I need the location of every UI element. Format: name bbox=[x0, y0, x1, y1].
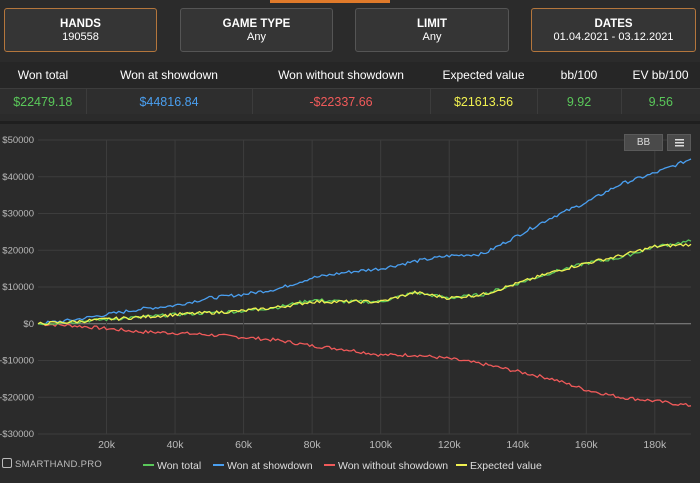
limit-filter-title: LIMIT bbox=[416, 18, 448, 30]
dates-filter-value: 01.04.2021 - 03.12.2021 bbox=[553, 31, 674, 43]
x-tick-label: 80k bbox=[304, 439, 322, 451]
bb-toggle-button[interactable]: BB bbox=[624, 134, 663, 151]
legend-item[interactable]: Expected value bbox=[456, 460, 542, 472]
x-tick-label: 180k bbox=[643, 439, 667, 451]
x-tick-label: 100k bbox=[369, 439, 393, 451]
header-bb-100: bb/100 bbox=[537, 62, 621, 89]
y-tick-label: $50000 bbox=[2, 135, 34, 146]
legend-swatch bbox=[143, 464, 154, 466]
game-type-filter-title: GAME TYPE bbox=[222, 18, 291, 30]
dates-filter-button[interactable]: DATES 01.04.2021 - 03.12.2021 bbox=[531, 8, 696, 52]
legend-item[interactable]: Won without showdown bbox=[324, 460, 448, 472]
series-line-won-without-showdown bbox=[37, 322, 692, 407]
game-type-filter-value: Any bbox=[247, 31, 266, 43]
brand-icon bbox=[2, 458, 12, 468]
legend-label: Expected value bbox=[470, 460, 542, 472]
value-ev-bb-100: 9.56 bbox=[621, 88, 700, 114]
stats-value-row: $22479.18 $44816.84 -$22337.66 $21613.56… bbox=[0, 88, 700, 114]
series-line-won-at-showdown bbox=[37, 158, 692, 325]
legend-swatch bbox=[213, 464, 224, 466]
series-line-expected-value bbox=[37, 243, 692, 326]
value-won-at-showdown: $44816.84 bbox=[86, 88, 253, 114]
value-won-total: $22479.18 bbox=[0, 88, 87, 114]
hands-filter-title: HANDS bbox=[60, 18, 101, 30]
brand-text: SMARTHAND.PRO bbox=[15, 459, 103, 470]
x-tick-label: 120k bbox=[438, 439, 462, 451]
value-expected-value: $21613.56 bbox=[430, 88, 538, 114]
header-expected-value: Expected value bbox=[430, 62, 537, 89]
y-tick-label: $20000 bbox=[2, 245, 34, 256]
x-tick-label: 40k bbox=[167, 439, 185, 451]
y-tick-label: $10000 bbox=[2, 282, 34, 293]
dates-filter-title: DATES bbox=[594, 18, 633, 30]
x-tick-label: 140k bbox=[506, 439, 530, 451]
header-won-at-showdown: Won at showdown bbox=[86, 62, 252, 89]
results-chart: -$30000 -$20000 -$10000 $0 $10000 $20000 $3000… bbox=[0, 135, 692, 451]
limit-filter-button[interactable]: LIMIT Any bbox=[355, 8, 509, 52]
y-tick-label: -$30000 bbox=[0, 429, 34, 440]
legend-item[interactable]: Won at showdown bbox=[213, 460, 313, 472]
y-tick-label: $40000 bbox=[2, 172, 34, 183]
x-tick-label: 20k bbox=[98, 439, 116, 451]
hands-filter-button[interactable]: HANDS 190558 bbox=[4, 8, 157, 52]
y-tick-label: $0 bbox=[23, 319, 34, 330]
limit-filter-value: Any bbox=[422, 31, 442, 43]
x-tick-label: 160k bbox=[575, 439, 599, 451]
hamburger-menu-icon[interactable] bbox=[667, 134, 691, 151]
active-tab-indicator bbox=[270, 0, 390, 3]
stats-table: Won total Won at showdown Won without sh… bbox=[0, 62, 700, 114]
legend-label: Won total bbox=[157, 460, 202, 472]
game-type-filter-button[interactable]: GAME TYPE Any bbox=[180, 8, 333, 52]
legend-swatch bbox=[456, 464, 467, 466]
section-divider bbox=[0, 121, 700, 124]
legend-swatch bbox=[324, 464, 335, 466]
brand-logo: SMARTHAND.PRO bbox=[2, 458, 102, 470]
header-won-without-showdown: Won without showdown bbox=[252, 62, 430, 89]
header-ev-bb-100: EV bb/100 bbox=[621, 62, 700, 89]
legend-item[interactable]: Won total bbox=[143, 460, 201, 472]
x-tick-label: 60k bbox=[235, 439, 253, 451]
value-bb-100: 9.92 bbox=[537, 88, 622, 114]
value-won-without-showdown: -$22337.66 bbox=[252, 88, 431, 114]
chart-area: -$30000 -$20000 -$10000 $0 $10000 $20000 $3000… bbox=[0, 124, 700, 478]
menu-icon-glyph bbox=[675, 139, 684, 147]
y-tick-label: -$10000 bbox=[0, 356, 34, 367]
stats-header-row: Won total Won at showdown Won without sh… bbox=[0, 62, 700, 89]
y-tick-label: -$20000 bbox=[0, 392, 34, 403]
hands-filter-value: 190558 bbox=[62, 31, 99, 43]
y-tick-label: $30000 bbox=[2, 209, 34, 220]
legend-label: Won at showdown bbox=[227, 460, 313, 472]
header-won-total: Won total bbox=[0, 62, 86, 89]
legend-label: Won without showdown bbox=[338, 460, 449, 472]
